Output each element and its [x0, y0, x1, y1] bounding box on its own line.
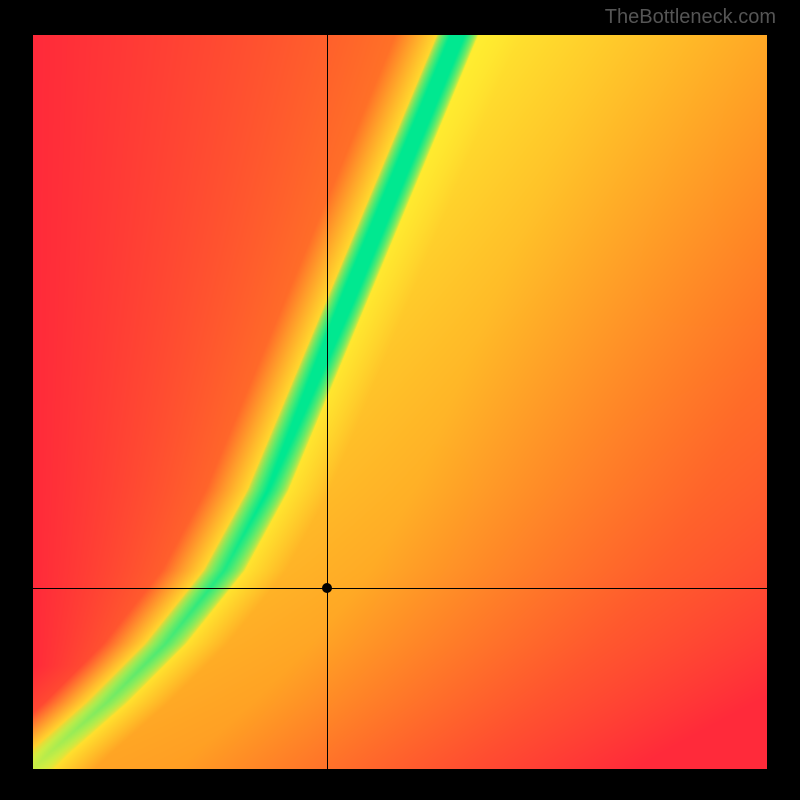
heatmap-canvas [33, 35, 767, 769]
data-point-marker [322, 583, 332, 593]
crosshair-vertical [327, 35, 328, 769]
crosshair-horizontal [33, 588, 767, 589]
watermark-text: TheBottleneck.com [605, 6, 776, 29]
plot-area [33, 35, 767, 769]
